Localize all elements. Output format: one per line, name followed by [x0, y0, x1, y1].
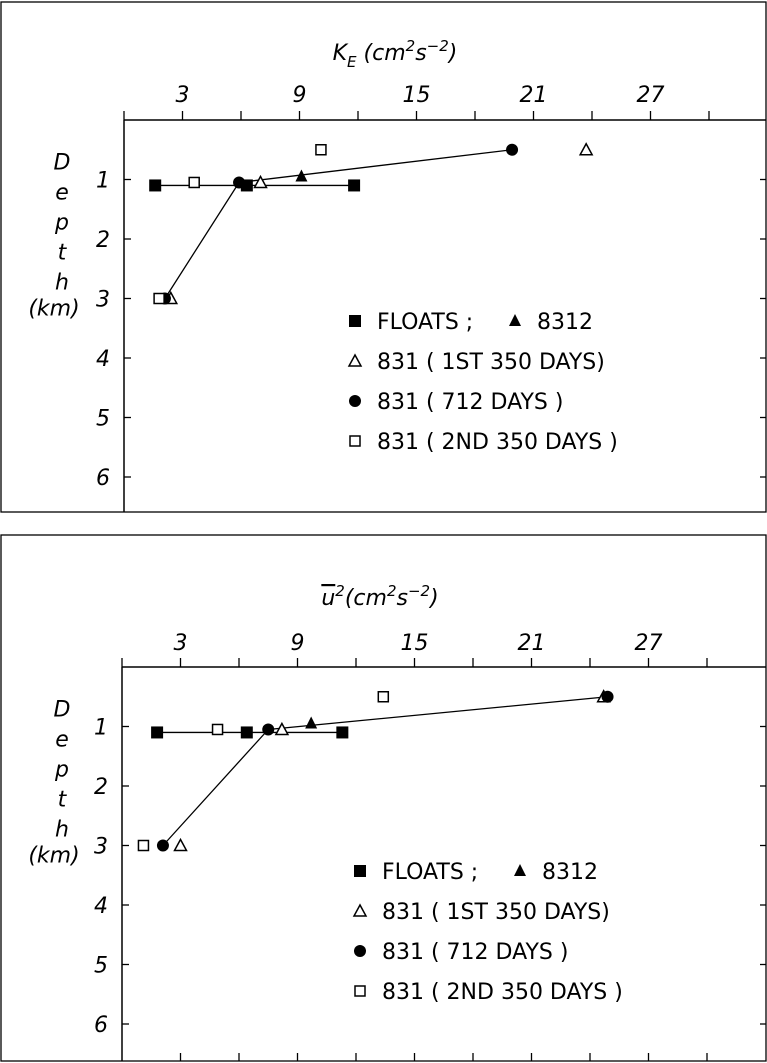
- legend-marker-triangle-open: [347, 353, 363, 367]
- data-point-triangle-filled: [305, 716, 318, 729]
- panel-frame: [0, 534, 767, 1062]
- legend-label: 831 ( 2ND 350 DAYS ): [382, 980, 623, 1005]
- legend-marker-circle-filled: [354, 945, 366, 957]
- series-line: [162, 696, 608, 846]
- x-tick-label: 9: [291, 631, 305, 656]
- data-point-square-open: [211, 723, 224, 736]
- data-point-triangle-filled: [295, 169, 308, 182]
- data-point-square-open: [377, 691, 390, 703]
- legend-label: 8312: [537, 310, 593, 335]
- y-axis-label-letter: t: [58, 240, 68, 265]
- y-tick-label: 4: [94, 894, 108, 919]
- series-line: [164, 149, 513, 299]
- y-tick-label: 3: [94, 835, 108, 860]
- panel-frame: [0, 1, 767, 513]
- data-point-circle-filled: [601, 690, 614, 703]
- y-tick-label: 2: [94, 775, 108, 800]
- data-point-square-filled: [149, 179, 162, 192]
- data-point-square-open: [188, 176, 200, 189]
- data-point-circle-filled: [156, 839, 169, 852]
- x-tick-label: 9: [293, 83, 307, 108]
- y-axis-label-letter: e: [55, 727, 69, 752]
- data-point-square-filled: [240, 726, 253, 739]
- legend-marker-square-filled: [349, 315, 361, 327]
- data-point-triangle-open: [274, 721, 290, 736]
- legend-marker-triangle-filled: [509, 314, 521, 326]
- y-axis-label-letter: t: [58, 787, 68, 812]
- legend-label: 831 ( 2ND 350 DAYS ): [377, 430, 618, 455]
- y-axis-label-unit: (km): [28, 296, 79, 321]
- data-point-triangle-open: [253, 174, 268, 189]
- x-tick-label: 21: [520, 83, 548, 108]
- legend-label: 831 ( 1ST 350 DAYS): [382, 900, 610, 925]
- data-point-square-open: [137, 839, 150, 852]
- legend-label: 831 ( 1ST 350 DAYS): [377, 350, 605, 375]
- data-point-circle-filled: [233, 176, 246, 189]
- x-tick-label: 15: [401, 631, 429, 656]
- y-tick-label: 5: [94, 954, 108, 979]
- y-tick-label: 1: [94, 716, 108, 741]
- y-axis-label-unit: (km): [28, 843, 79, 868]
- legend-label: FLOATS ;: [377, 310, 473, 335]
- legend-label: 8312: [542, 860, 598, 885]
- y-tick-label: 4: [96, 347, 110, 372]
- legend-marker-triangle-open: [352, 903, 368, 917]
- x-axis-title: KE (cm2s−2): [333, 37, 458, 71]
- x-tick-label: 27: [637, 83, 665, 108]
- legend-label: 831 ( 712 DAYS ): [377, 390, 563, 415]
- y-axis-label-letter: h: [55, 817, 69, 842]
- y-axis-label-letter: D: [54, 697, 71, 722]
- legend-marker-square-open: [354, 985, 366, 997]
- legend-label: 831 ( 712 DAYS ): [382, 940, 568, 965]
- data-point-triangle-open: [578, 142, 594, 156]
- y-axis-label-letter: p: [54, 210, 69, 235]
- data-point-square-filled: [151, 726, 164, 739]
- data-point-square-open: [315, 144, 327, 156]
- legend-marker-triangle-filled: [514, 864, 526, 876]
- y-axis-label-letter: h: [55, 270, 69, 295]
- y-tick-label: 6: [96, 466, 110, 491]
- legend-label: FLOATS ;: [382, 860, 478, 885]
- y-tick-label: 1: [96, 169, 110, 194]
- data-point-square-open: [153, 292, 165, 305]
- y-axis-label-letter: D: [54, 150, 71, 175]
- x-tick-label: 27: [635, 631, 663, 656]
- y-tick-label: 3: [96, 288, 110, 313]
- data-point-square-filled: [336, 726, 349, 739]
- legend-marker-circle-filled: [349, 395, 361, 407]
- y-axis-label-letter: p: [54, 757, 69, 782]
- data-point-circle-filled: [506, 143, 519, 156]
- x-axis-title: u2(cm2s−2): [321, 582, 438, 611]
- x-tick-label: 3: [174, 631, 188, 656]
- y-tick-label: 5: [96, 407, 110, 432]
- x-tick-label: 15: [403, 83, 431, 108]
- y-tick-label: 2: [96, 228, 110, 253]
- legend-marker-square-open: [349, 435, 361, 447]
- data-point-circle-filled: [262, 723, 275, 736]
- data-point-triangle-open: [173, 837, 188, 852]
- y-axis-label-letter: e: [55, 180, 69, 205]
- y-tick-label: 6: [94, 1013, 108, 1038]
- x-tick-label: 3: [176, 83, 190, 108]
- legend-marker-square-filled: [354, 865, 366, 877]
- x-tick-label: 21: [518, 631, 546, 656]
- data-point-square-filled: [348, 179, 361, 192]
